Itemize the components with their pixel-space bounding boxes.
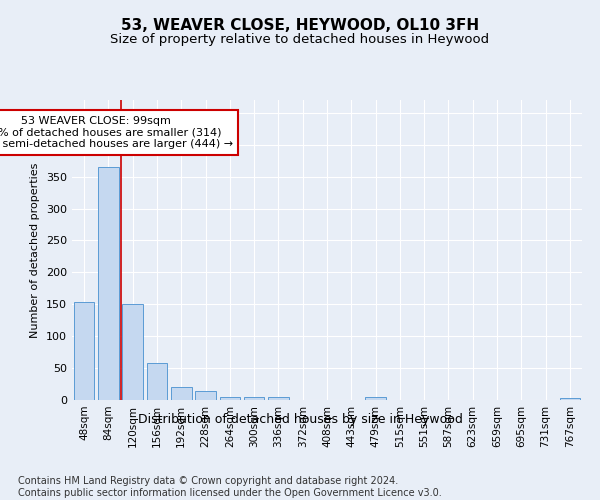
Bar [146,363,167,400]
Text: Size of property relative to detached houses in Heywood: Size of property relative to detached ho… [110,32,490,46]
Bar [560,398,580,400]
Text: Contains HM Land Registry data © Crown copyright and database right 2024.
Contai: Contains HM Land Registry data © Crown c… [18,476,442,498]
Bar [171,387,191,400]
Bar [98,167,119,400]
Text: 53, WEAVER CLOSE, HEYWOOD, OL10 3FH: 53, WEAVER CLOSE, HEYWOOD, OL10 3FH [121,18,479,32]
Bar [220,397,240,400]
Bar [195,391,216,400]
Bar [122,304,143,400]
Bar [244,398,265,400]
Text: 53 WEAVER CLOSE: 99sqm
← 41% of detached houses are smaller (314)
58% of semi-de: 53 WEAVER CLOSE: 99sqm ← 41% of detached… [0,116,233,149]
Bar [74,302,94,400]
Bar [268,397,289,400]
Y-axis label: Number of detached properties: Number of detached properties [31,162,40,338]
Bar [365,398,386,400]
Text: Distribution of detached houses by size in Heywood: Distribution of detached houses by size … [137,412,463,426]
